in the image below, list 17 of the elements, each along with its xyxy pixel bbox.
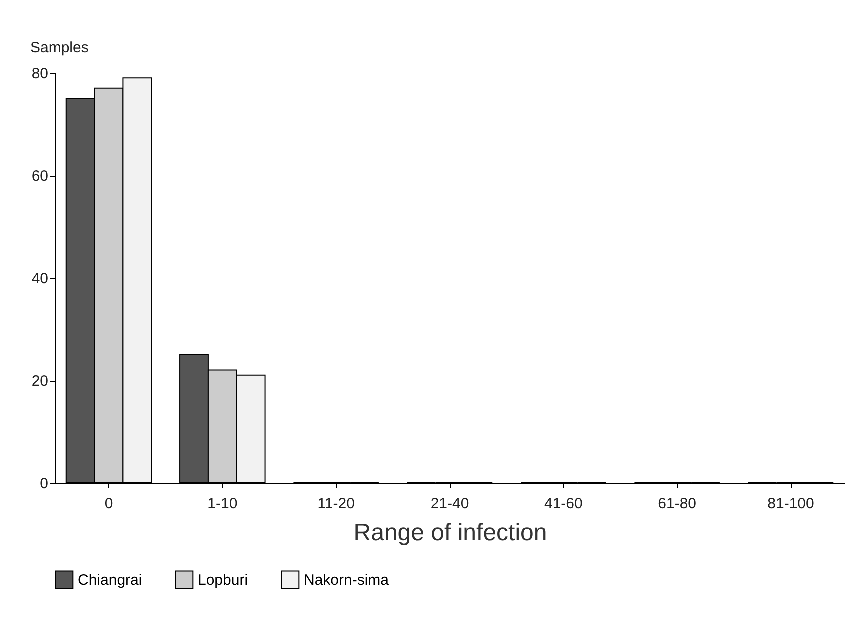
legend-label: Nakorn-sima xyxy=(304,572,390,589)
y-tick-label: 60 xyxy=(32,168,48,185)
x-axis-title: Range of infection xyxy=(354,520,548,546)
x-tick-label: 21-40 xyxy=(430,496,470,512)
legend-label: Chiangrai xyxy=(78,572,142,589)
y-axis-title: Samples xyxy=(30,40,89,56)
x-tick-label: 11-20 xyxy=(318,496,355,512)
legend-label: Lopburi xyxy=(198,572,248,589)
y-tick-label: 20 xyxy=(32,373,48,390)
x-tick-label: 81-100 xyxy=(768,496,814,512)
x-tick-label: 41-60 xyxy=(544,496,583,512)
y-tick-label: 40 xyxy=(32,270,48,288)
y-tick-label: 80 xyxy=(32,66,48,82)
y-tick-label: 0 xyxy=(40,476,48,492)
x-tick-label: 0 xyxy=(104,496,114,512)
x-tick-label: 61-80 xyxy=(658,496,697,512)
x-tick-label: 1-10 xyxy=(208,496,238,512)
